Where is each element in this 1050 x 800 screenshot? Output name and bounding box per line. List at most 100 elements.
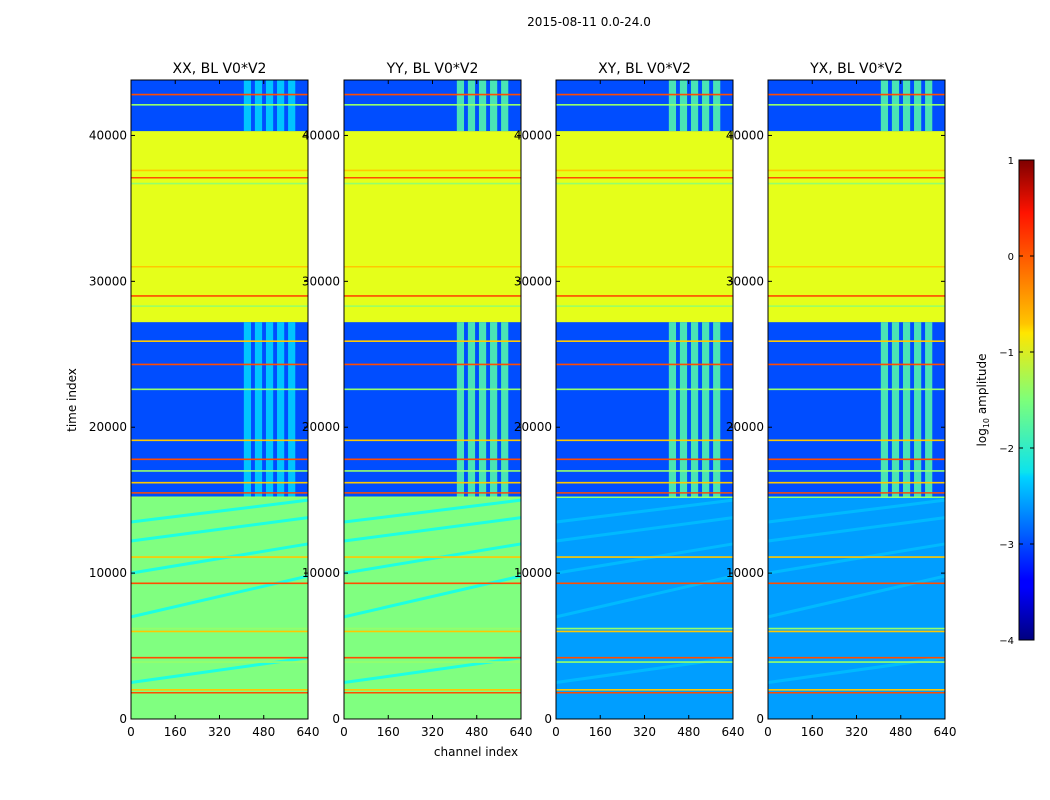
y-tick-label: 10000 [514,566,552,580]
y-tick-label: 20000 [514,420,552,434]
rfi-band [925,322,933,498]
drift-stripe [767,542,946,575]
y-tick-label: 0 [119,712,127,726]
y-tick-label: 20000 [726,420,764,434]
panel-yx: YX, BL V0*V2 0 160 320 480 640 0 10000 20000 3000… [726,61,957,739]
drift-stripe [343,516,522,543]
rfi-band [243,322,252,498]
y-tick-label: 30000 [726,274,764,288]
x-tick-label: 160 [801,725,824,739]
x-tick-label: 0 [127,725,135,739]
rfi-band [679,322,688,498]
heatmap-region [344,497,521,719]
y-tick-label: 40000 [514,128,552,142]
y-axis-label: time index [65,368,79,432]
panel-yy: YY, BL V0*V2 0 160 320 480 640 0 10000 20000 3000… [302,61,533,739]
colorbar-tick-label: −1 [999,348,1014,359]
x-tick-label: 160 [589,725,612,739]
y-tick-label: 40000 [726,128,764,142]
rfi-band [277,322,285,498]
rfi-band [478,322,487,498]
x-tick-label: 160 [164,725,187,739]
y-tick-label: 40000 [302,128,340,142]
y-tick-label: 30000 [89,274,127,288]
x-tick-label: 320 [208,725,231,739]
x-tick-label: 320 [633,725,656,739]
y-tick-label: 30000 [514,274,552,288]
colorbar-tick-label: −2 [999,444,1014,455]
x-tick-label: 0 [340,725,348,739]
rfi-band [690,322,699,498]
panel-title: YX, BL V0*V2 [809,61,903,77]
panel-title: XY, BL V0*V2 [598,61,691,77]
x-tick-label: 640 [934,725,957,739]
panel-title: XX, BL V0*V2 [173,61,267,77]
y-tick-label: 30000 [302,274,340,288]
y-tick-label: 0 [544,712,552,726]
figure-title: 2015-08-11 0.0-24.0 [527,15,651,29]
drift-stripe [767,516,946,543]
rfi-band [456,322,465,498]
heatmap-region [131,497,308,719]
x-tick-label: 320 [421,725,444,739]
heatmap-region [556,497,733,719]
drift-stripe [767,498,946,524]
colorbar: 1 0 −1 −2 −3 −4 log10 amplitude [975,156,1035,647]
rfi-band [490,322,498,498]
y-tick-label: 10000 [89,566,127,580]
rfi-band [713,322,721,498]
colorbar-label: log10 amplitude [975,354,991,447]
rfi-band [914,322,922,498]
drift-stripe [130,542,309,575]
drift-stripe [130,498,309,524]
colorbar-tick-label: −4 [999,636,1014,647]
rfi-band [891,322,900,498]
y-tick-label: 10000 [726,566,764,580]
heatmap-panels: XX, BL V0*V2 0 160 320 480 640 0 10000 20000 3000… [89,61,957,739]
rfi-band [265,322,274,498]
rfi-band [501,322,509,498]
y-tick-label: 20000 [302,420,340,434]
x-tick-label: 640 [722,725,745,739]
rfi-band [467,322,476,498]
panel-xx: XX, BL V0*V2 0 160 320 480 640 0 10000 20000 3000… [89,61,320,739]
colorbar-tick-label: 0 [1008,252,1014,263]
x-tick-label: 160 [377,725,400,739]
y-tick-label: 10000 [302,566,340,580]
heatmap-region [344,131,521,323]
x-tick-label: 480 [465,725,488,739]
colorbar-tick-label: −3 [999,540,1014,551]
x-tick-label: 0 [764,725,772,739]
drift-stripe [130,516,309,543]
y-tick-label: 40000 [89,128,127,142]
rfi-band [254,322,263,498]
x-tick-label: 480 [252,725,275,739]
rfi-band [702,322,710,498]
rfi-band [880,322,889,498]
x-tick-label: 640 [510,725,533,739]
heatmap-region [131,131,308,323]
rfi-band [668,322,677,498]
x-axis-label: channel index [434,745,518,759]
heatmap-region [768,131,945,323]
x-tick-label: 640 [297,725,320,739]
drift-stripe [555,516,734,543]
colorbar-tick-label: 1 [1008,156,1014,167]
drift-stripe [555,542,734,575]
drift-stripe [343,542,522,575]
x-tick-label: 0 [552,725,560,739]
colorbar-ticks: 1 0 −1 −2 −3 −4 [999,156,1034,647]
x-tick-label: 320 [845,725,868,739]
colorbar-gradient [1018,159,1035,641]
y-tick-label: 0 [332,712,340,726]
y-tick-label: 20000 [89,420,127,434]
drift-stripe [555,498,734,524]
heatmap-region [768,497,945,719]
rfi-band [902,322,911,498]
heatmap-region [556,131,733,323]
panel-title: YY, BL V0*V2 [386,61,479,77]
x-tick-label: 480 [889,725,912,739]
drift-stripe [343,498,522,524]
panel-xy: XY, BL V0*V2 0 160 320 480 640 0 10000 20000 3000… [514,61,745,739]
